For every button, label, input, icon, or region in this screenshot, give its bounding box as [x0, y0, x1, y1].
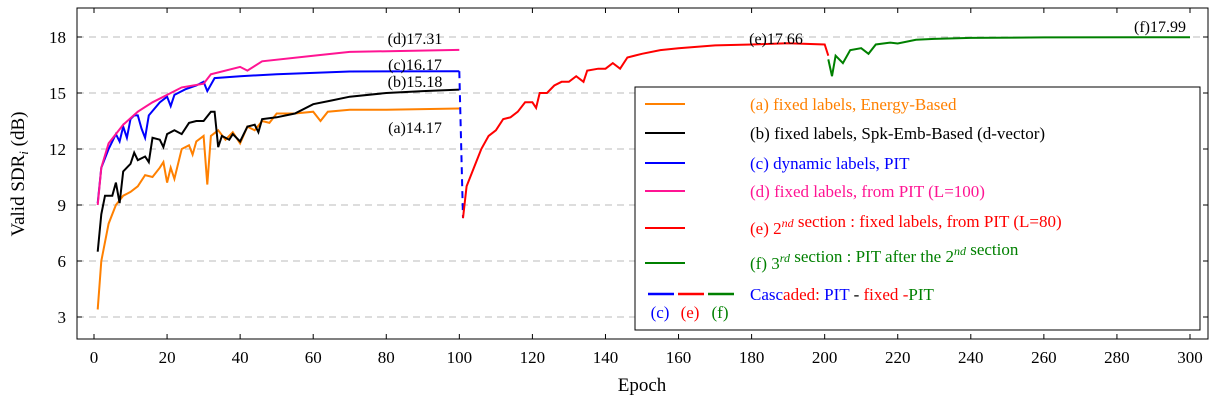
x-tick-label: 300 [1177, 348, 1203, 367]
legend-label-cascaded: Cascaded: PIT - fixed -PIT [750, 285, 934, 304]
cascade-swatch-label: (c) [651, 303, 670, 322]
series-line-b [96, 88, 460, 252]
final-label-c: (c)16.17 [388, 57, 442, 74]
final-label-a: (a)14.17 [388, 120, 442, 137]
cascade-swatch-label: (e) [681, 303, 700, 322]
x-tick-label: 100 [447, 348, 473, 367]
legend-label-e: (e) 2nd section : fixed labels, from PIT… [750, 212, 1062, 238]
final-label-f: (f)17.99 [1134, 19, 1186, 36]
y-tick-label: 18 [49, 28, 66, 47]
x-tick-label: 20 [159, 348, 176, 367]
x-tick-label: 80 [378, 348, 395, 367]
x-tick-label: 240 [958, 348, 984, 367]
series-line-f [827, 36, 1191, 77]
x-tick-label: 60 [305, 348, 322, 367]
y-tick-label: 3 [58, 308, 67, 327]
legend-label-a: (a) fixed labels, Energy-Based [750, 95, 957, 114]
y-axis-label: Valid SDRi (dB) [8, 111, 31, 236]
legend-label-c: (c) dynamic labels, PIT [750, 154, 910, 173]
x-tick-label: 280 [1104, 348, 1130, 367]
x-tick-label: 120 [520, 348, 546, 367]
final-label-e: (e)17.66 [749, 31, 803, 48]
final-value-labels: (a)14.17 (b)15.18(c)16.17 (d)17.31 (e)17.66… [388, 19, 1186, 137]
series-link-c [458, 71, 464, 219]
y-tick-label: 12 [49, 140, 66, 159]
series-layer [96, 36, 1191, 310]
legend-label-f: (f) 3rd section : PIT after the 2nd sect… [750, 240, 1019, 273]
x-tick-label: 260 [1031, 348, 1057, 367]
legend-label-b: (b) fixed labels, Spk-Emb-Based (d-vecto… [750, 124, 1045, 143]
final-label-d: (d)17.31 [388, 31, 443, 48]
x-tick-label: 180 [739, 348, 765, 367]
series-line-c [96, 70, 460, 204]
x-tick-label: 160 [666, 348, 692, 367]
legend-box [634, 86, 1201, 331]
plot-frame [76, 7, 1209, 340]
cascade-swatch-label: (f) [712, 303, 729, 322]
legend-label-d: (d) fixed labels, from PIT (L=100) [750, 182, 985, 201]
x-axis-label: Epoch [618, 375, 667, 396]
x-tick-label: 200 [812, 348, 838, 367]
legend: (a) fixed labels, Energy-Based (b) fixed … [634, 86, 1201, 331]
series-line-e [462, 42, 830, 219]
x-tick-label: 40 [232, 348, 249, 367]
final-label-b: (b)15.18 [388, 74, 443, 91]
x-tick-label: 220 [885, 348, 911, 367]
y-tick-label: 6 [58, 252, 67, 271]
x-tick-label: 140 [593, 348, 619, 367]
y-tick-label: 9 [58, 196, 67, 215]
x-tick-label: 0 [90, 348, 99, 367]
series-line-d [96, 48, 460, 206]
y-tick-label: 15 [49, 84, 66, 103]
